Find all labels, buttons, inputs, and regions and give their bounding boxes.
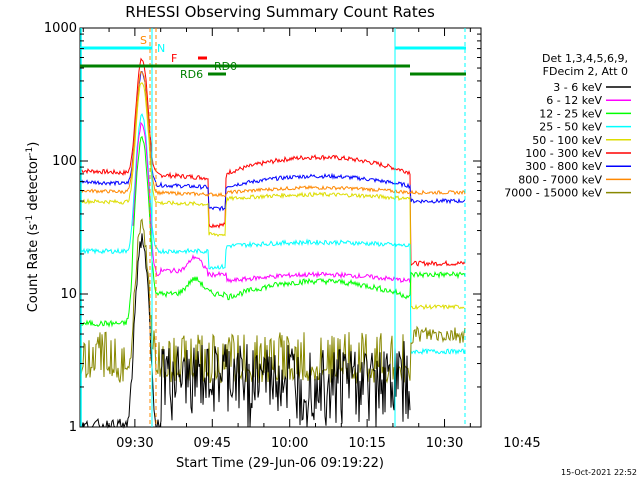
y-axis-label-part2: detector [26,155,41,215]
flare-label: F [171,52,177,65]
series-line [80,218,466,384]
x-tick-label: 10:45 [503,436,540,451]
chart-title: RHESSI Observing Summary Count Rates [125,3,435,21]
rd6-label: RD6 [180,68,203,81]
series-line [81,233,411,429]
saa-label: S [140,34,147,47]
legend-label: 800 - 7000 keV [518,173,602,186]
legend-label: 6 - 12 keV [546,94,602,107]
legend-label: 12 - 25 keV [539,107,602,120]
legend-label: 50 - 100 keV [532,134,602,147]
x-axis-label: Start Time (29-Jun-06 09:19:22) [176,456,384,471]
series-line [80,70,466,198]
status-bars: SNF RD0 RD6 [80,28,466,427]
x-axis: 09:30 09:45 10:00 10:15 10:30 10:45 [82,28,541,451]
legend-header: FDecim 2, Att 0 [543,65,628,78]
y-axis-label-sup1: -1 [25,215,35,224]
y-tick-label: 1000 [44,21,77,36]
legend-label: 300 - 800 keV [525,160,602,173]
data-layer [80,57,466,429]
legend-label: 3 - 6 keV [553,81,602,94]
y-axis-label-part3: ) [26,142,41,147]
x-tick-label: 10:15 [348,436,385,451]
legend-label: 7000 - 15000 keV [504,187,602,200]
series-line [80,135,466,328]
y-axis: 1 10 100 1000 [44,21,481,435]
legend-label: 25 - 50 keV [539,121,602,134]
timestamp: 15-Oct-2021 22:52 [561,468,637,477]
y-axis-label-sup2: -1 [25,147,35,156]
x-tick-label: 09:30 [116,436,153,451]
night-label: N [157,42,165,55]
y-axis-label: Count Rate (s-1 detector-1) [25,142,41,313]
x-tick-label: 10:30 [426,436,463,451]
x-tick-label: 09:45 [194,436,231,451]
y-axis-label-part1: Count Rate (s [26,224,41,313]
series-line [80,57,466,267]
rd0-label: RD0 [214,60,237,73]
legend-header: Det 1,3,4,5,6,9, [542,52,628,65]
legend: Det 1,3,4,5,6,9,FDecim 2, Att 0 3 - 6 keV… [504,52,631,200]
series-line [132,121,411,284]
series-line [80,113,466,356]
y-tick-label: 100 [52,154,77,169]
y-tick-label: 10 [60,287,77,302]
x-tick-label: 10:00 [271,436,308,451]
legend-label: 100 - 300 keV [525,147,602,160]
y-tick-label: 1 [69,420,77,435]
series-line [80,82,466,311]
plot-frame [79,27,482,428]
